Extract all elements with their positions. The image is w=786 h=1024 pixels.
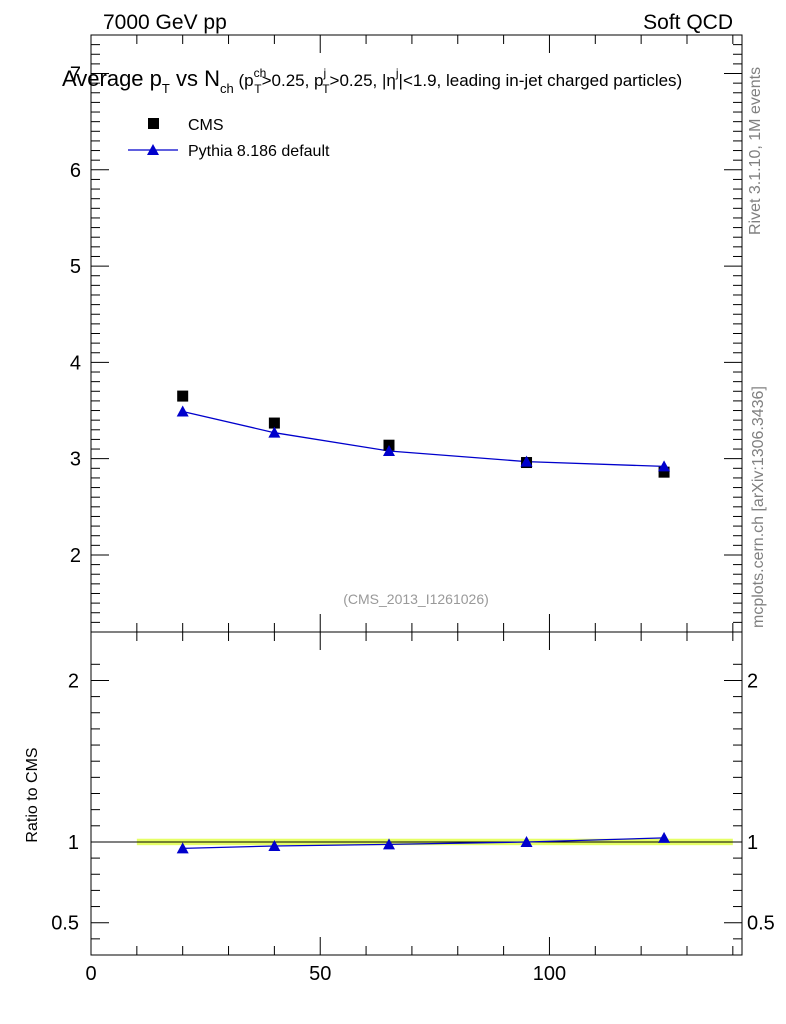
x-tick-label: 50 [309,963,331,985]
x-tick-label: 100 [533,963,566,985]
y-tick-label: 3 [70,449,81,471]
header-left: 7000 GeV pp [103,11,227,34]
ratio-uncertainty-band [91,838,742,846]
pythia-point [176,405,189,417]
legend-pythia-marker [147,144,159,155]
y-tick-label: 2 [70,545,81,567]
ratio-pythia-point [520,835,533,847]
main-series [176,390,671,478]
ratio-y-label: Ratio to CMS [24,747,41,842]
ratio-tick-label: 2 [68,670,79,692]
y-tick-label: 6 [70,160,81,182]
cms-point [177,390,189,402]
x-axis: 0 50 100 [85,35,734,985]
ratio-tick-label: 0.5 [51,913,79,935]
ratio-tick-label-right: 0.5 [747,913,775,935]
rivet-label: Rivet 3.1.10, 1M events [747,67,764,235]
analysis-watermark: (CMS_2013_I1261026) [343,591,489,607]
header-right: Soft QCD [643,11,733,34]
pythia-line [182,410,665,468]
x-tick-label: 0 [85,963,96,985]
ratio-pythia-point [268,839,281,851]
cms-point [658,466,670,478]
pythia-point [658,460,671,472]
y-tick-label: 7 [70,64,81,86]
ratio-y-axis: 0.5 0.5 1 1 2 2 [51,663,775,940]
pythia-point [382,444,395,456]
ratio-tick-label-right: 2 [747,670,758,692]
ratio-series [176,831,671,854]
ratio-pythia-point [658,831,671,843]
legend-cms-label: CMS [188,117,224,134]
y-tick-label: 4 [70,352,81,374]
ratio-pythia-point [176,842,189,854]
cms-point [268,417,280,429]
ratio-pythia-point [382,838,395,850]
ratio-tick-label: 1 [68,832,79,854]
plot-title: Average pT vs Nch (pch T>0.25, pj T>0.25, … [62,66,682,96]
legend-cms-marker [148,118,159,129]
legend-pythia-label: Pythia 8.186 default [188,143,330,160]
pythia-point [268,426,281,438]
mcplots-label: mcplots.cern.ch [arXiv:1306.3436] [750,386,767,628]
ratio-panel-frame [90,631,743,956]
y-tick-label: 5 [70,256,81,278]
ratio-tick-label-right: 1 [747,832,758,854]
pythia-point [520,455,533,467]
main-y-axis: 2 3 4 5 6 7 [70,44,742,623]
legend: CMS Pythia 8.186 default [128,117,330,160]
